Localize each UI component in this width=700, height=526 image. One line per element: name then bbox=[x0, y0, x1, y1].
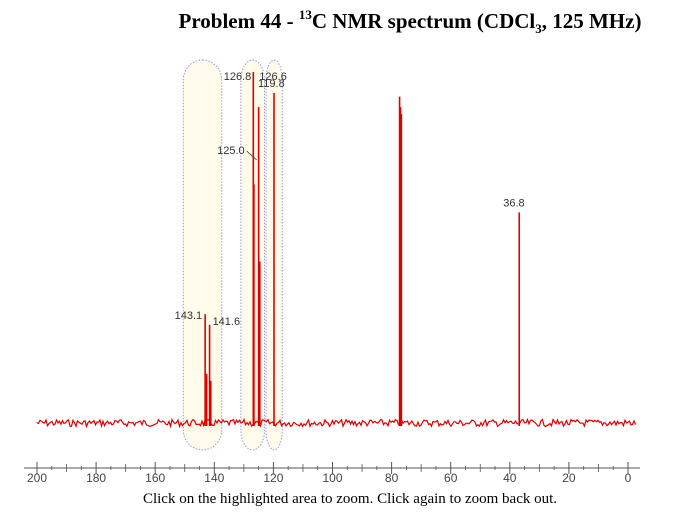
peak-label: 125.0 bbox=[217, 145, 245, 157]
peak-label: 126.8 bbox=[224, 71, 252, 83]
x-tick-label: 100 bbox=[322, 471, 342, 485]
peak-label: 143.1 bbox=[175, 310, 203, 322]
x-tick-label: 80 bbox=[385, 471, 399, 485]
zoom-region-1[interactable] bbox=[182, 59, 223, 451]
spectrum-baseline bbox=[36, 417, 637, 429]
x-tick-label: 160 bbox=[145, 471, 165, 485]
chart-title: Problem 44 - 13C NMR spectrum (CDCl3, 12… bbox=[178, 7, 642, 37]
x-tick-label: 200 bbox=[27, 471, 47, 485]
zoom-instructions: Click on the highlighted area to zoom. C… bbox=[142, 491, 558, 507]
x-tick-label: 140 bbox=[204, 471, 224, 485]
peak-label: 141.6 bbox=[213, 316, 241, 328]
x-tick-label: 20 bbox=[562, 471, 576, 485]
x-tick-label: 0 bbox=[625, 471, 632, 485]
peak-label: 126.6 bbox=[259, 71, 287, 83]
x-tick-label: 120 bbox=[263, 471, 283, 485]
x-tick-label: 180 bbox=[86, 471, 106, 485]
peak-label-leader bbox=[246, 150, 257, 161]
peak-label: 119.8 bbox=[258, 78, 285, 90]
x-tick-label: 40 bbox=[503, 471, 517, 485]
peak-label: 36.8 bbox=[503, 197, 524, 209]
x-tick-label: 60 bbox=[444, 471, 458, 485]
